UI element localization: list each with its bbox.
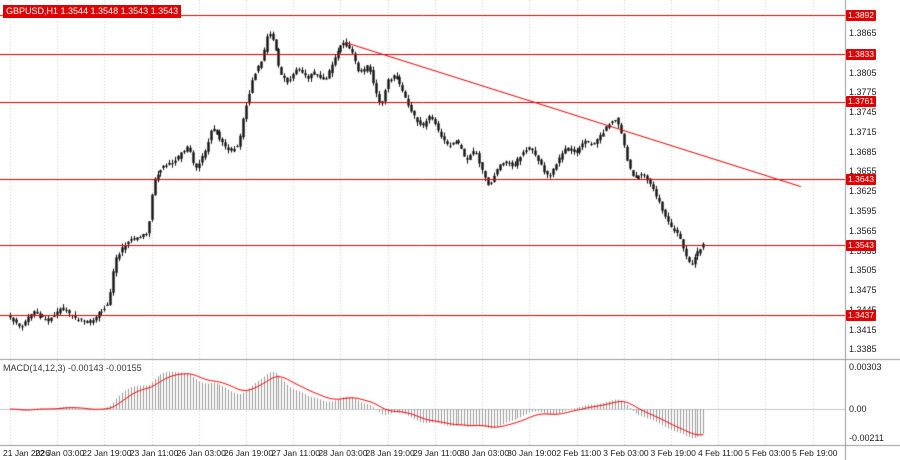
time-axis-label: 23 Jan 11:00 (129, 448, 179, 458)
price-tick-label: 1.3595 (849, 205, 877, 216)
price-tick-label: 1.3805 (849, 67, 877, 78)
price-tick-label: 1.3715 (849, 126, 877, 137)
price-tick-label: 1.3775 (849, 87, 877, 98)
time-axis-label: 3 Feb 19:00 (650, 448, 696, 458)
time-axis-label: 5 Feb 19:00 (792, 448, 838, 458)
price-tick-label: 1.3415 (849, 324, 877, 335)
time-axis-label: 4 Feb 11:00 (697, 448, 743, 458)
price-level-chip: 1.3892 (846, 9, 876, 21)
price-level-chip: 1.3833 (846, 48, 876, 60)
time-axis-label: 3 Feb 03:00 (603, 448, 649, 458)
price-tick-label: 1.3475 (849, 285, 877, 296)
price-tick-label: 1.3385 (849, 344, 877, 355)
symbol-ohlc-title: GBPUSD,H1 1.3544 1.3548 1.3543 1.3543 (3, 5, 182, 18)
macd-indicator-label: MACD(14,12,3) -0.00143 -0.00155 (3, 363, 142, 373)
time-axis-label: 29 Jan 11:00 (413, 448, 462, 458)
macd-tick-label: 0.00 (849, 404, 867, 415)
price-tick-label: 1.3625 (849, 186, 877, 197)
price-tick-label: 1.3565 (849, 225, 877, 236)
time-axis-label: 28 Jan 03:00 (318, 448, 368, 458)
price-tick-label: 1.3655 (849, 166, 877, 177)
price-tick-label: 1.3865 (849, 27, 877, 38)
price-tick-label: 1.3685 (849, 146, 877, 157)
time-axis-label: 26 Jan 19:00 (223, 448, 274, 458)
macd-tick-label: -0.00211 (849, 433, 884, 444)
price-level-chip: 1.3761 (846, 96, 876, 108)
price-tick-label: 1.3505 (849, 265, 877, 276)
time-axis-label: 27 Jan 11:00 (271, 448, 320, 458)
price-level-chip: 1.3437 (846, 309, 876, 321)
time-axis-label: 30 Jan 19:00 (507, 448, 557, 458)
price-level-chip: 1.3643 (846, 173, 876, 185)
price-tick-label: 1.3745 (849, 107, 877, 118)
time-axis-label: 22 Jan 03:00 (35, 448, 85, 458)
time-axis-label: 30 Jan 03:00 (459, 448, 510, 458)
time-axis-label: 2 Feb 11:00 (556, 448, 602, 458)
time-axis-label: 5 Feb 03:00 (744, 448, 791, 458)
price-level-chip: 1.3543 (846, 239, 876, 251)
time-axis-label: 28 Jan 19:00 (365, 448, 415, 458)
time-axis-label: 26 Jan 03:00 (176, 448, 226, 458)
macd-tick-label: 0.00303 (849, 362, 882, 373)
time-axis-label: 21 Jan 2026 (3, 448, 50, 458)
time-axis-label: 22 Jan 19:00 (82, 448, 132, 458)
